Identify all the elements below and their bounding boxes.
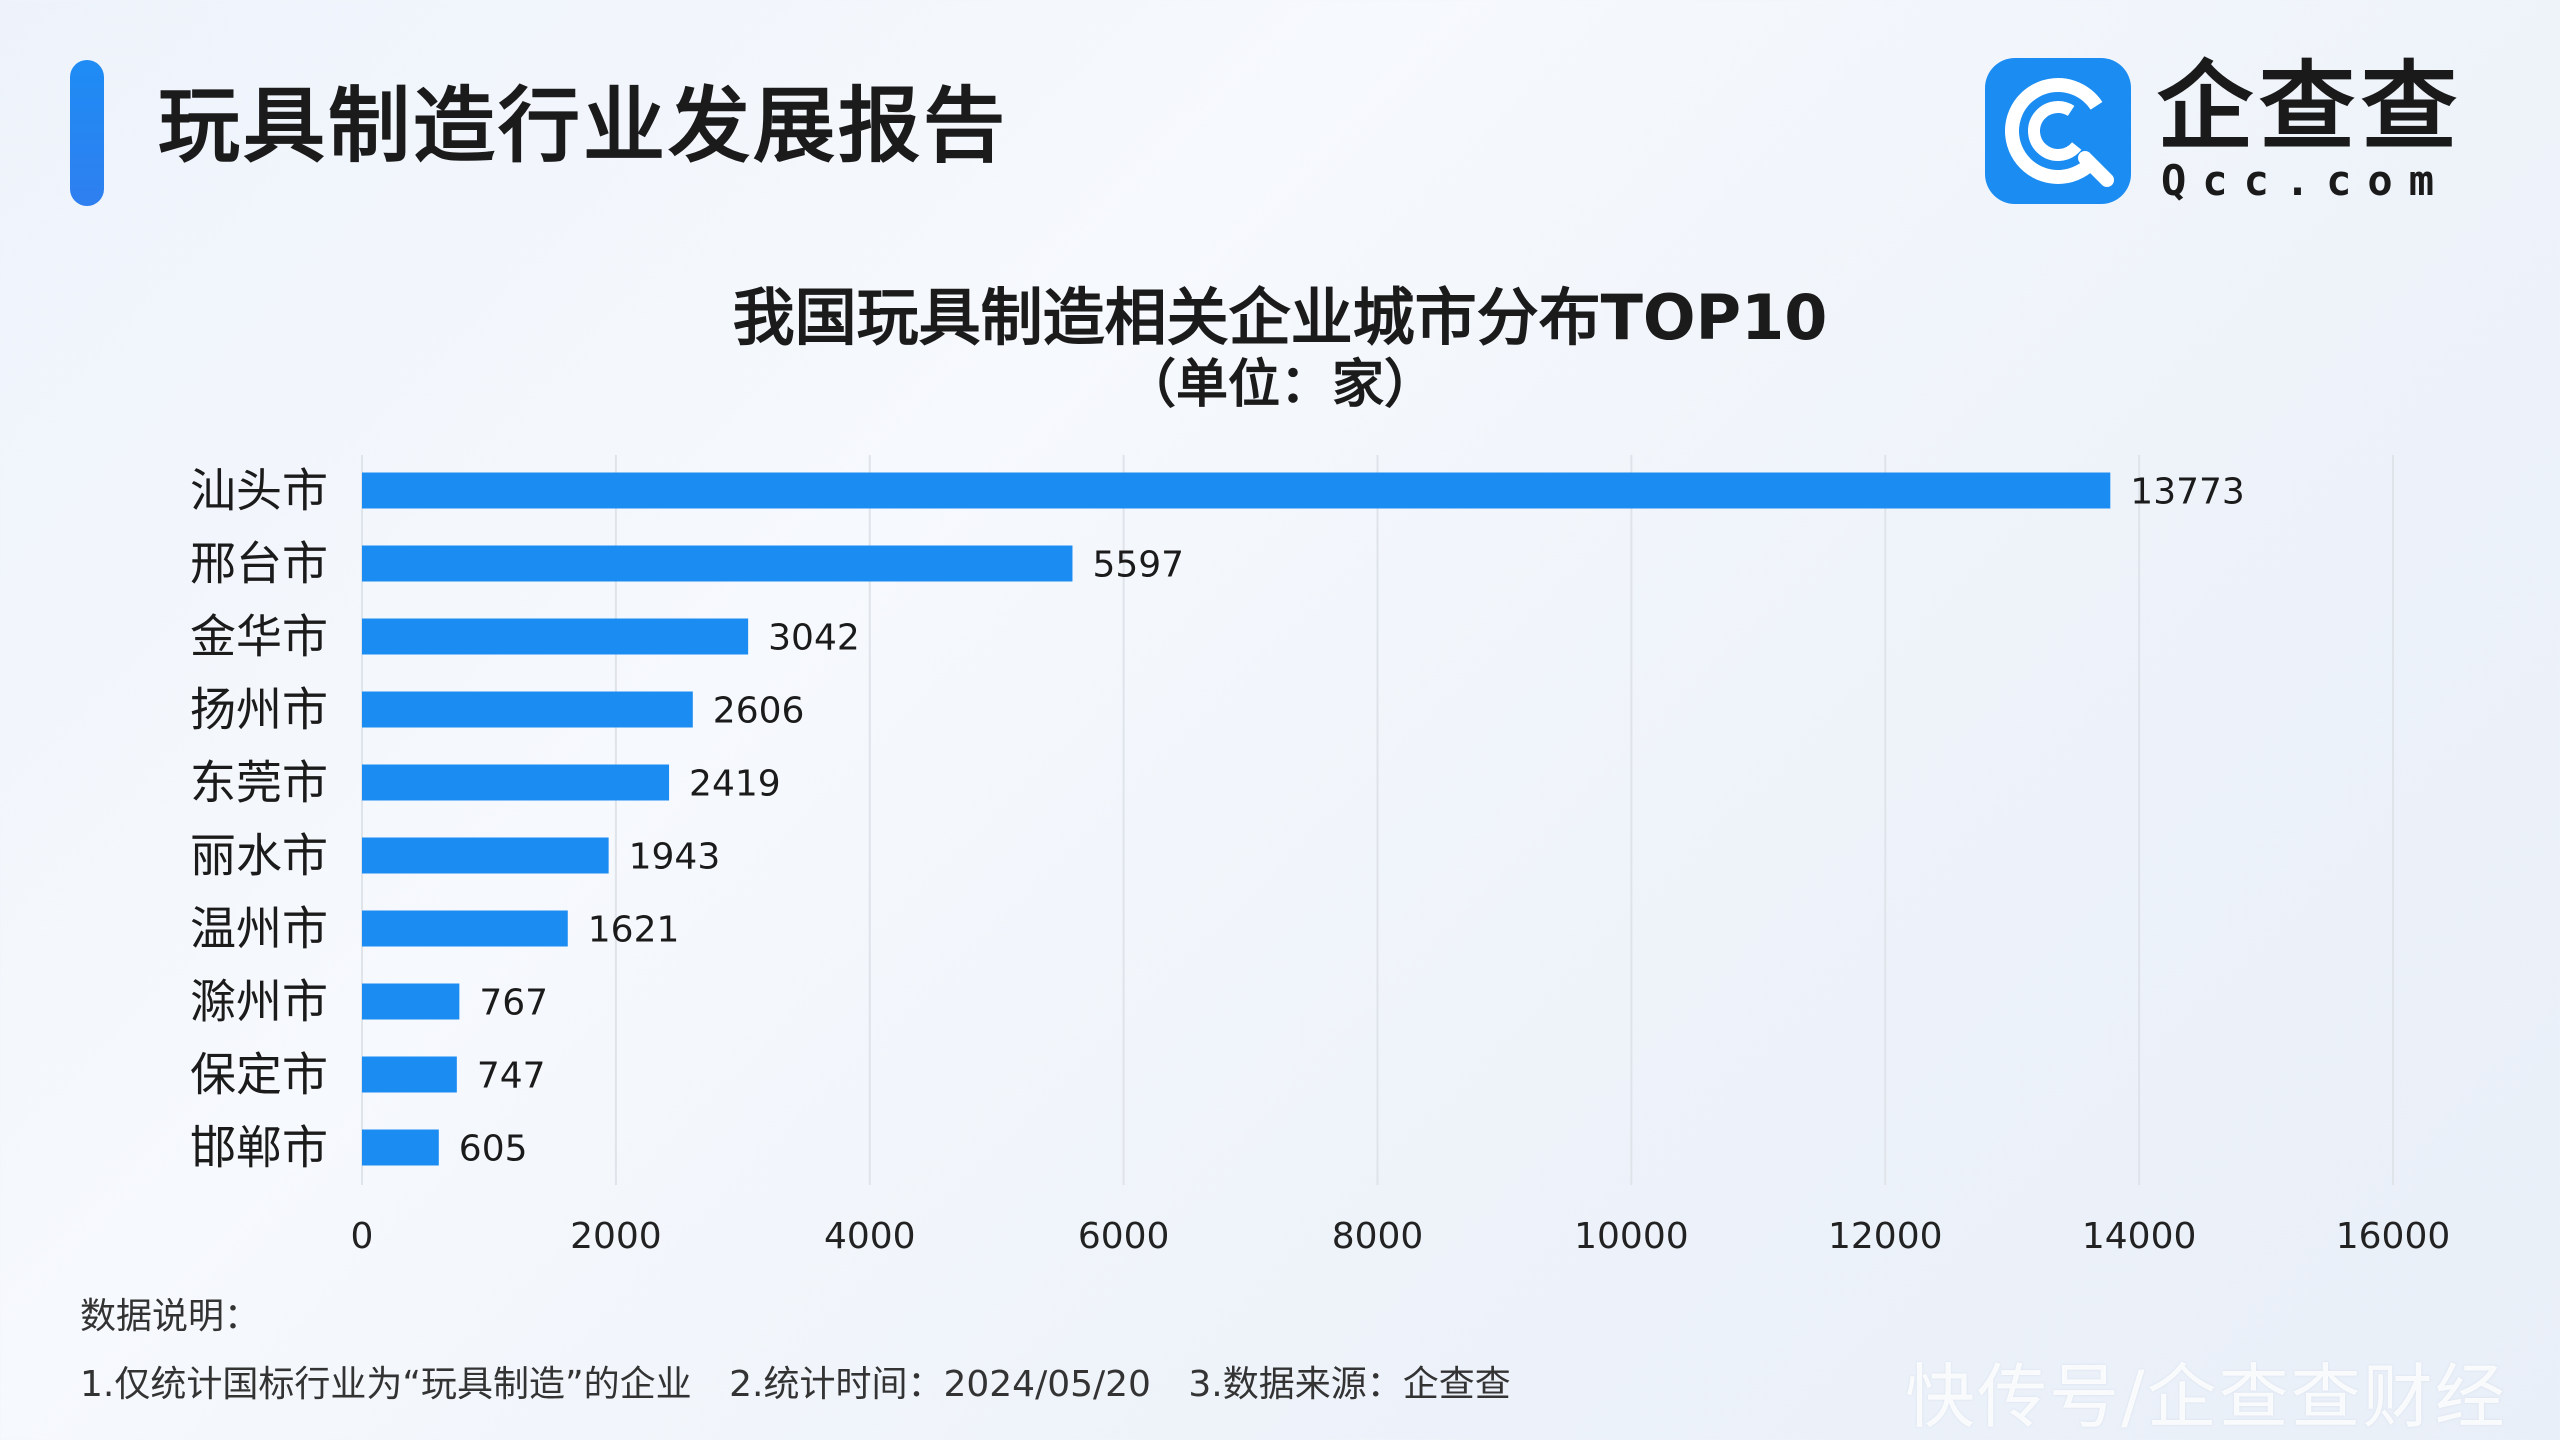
category-label: 扬州市 bbox=[190, 683, 328, 737]
category-label: 滁州市 bbox=[190, 975, 328, 1029]
x-tick-label: 6000 bbox=[1078, 1216, 1170, 1257]
watermark: 快传号/企查查财经 bbox=[1905, 1356, 2507, 1438]
category-label: 保定市 bbox=[190, 1048, 328, 1102]
x-tick-label: 16000 bbox=[2336, 1216, 2451, 1257]
bar bbox=[362, 910, 568, 947]
x-tick-label: 2000 bbox=[570, 1216, 662, 1257]
report-title: 玩具制造行业发展报告 bbox=[158, 79, 1009, 174]
data-label: 1621 bbox=[588, 910, 680, 951]
qcc-logo-icon bbox=[1985, 58, 2131, 204]
logo-name-en: Qcc.com bbox=[2161, 156, 2451, 205]
qcc-logo: 企查查 Qcc.com bbox=[1985, 52, 2465, 208]
notes-text: 1.仅统计国标行业为“玩具制造”的企业 2.统计时间：2024/05/20 3.… bbox=[80, 1360, 1537, 1410]
data-label: 747 bbox=[477, 1056, 546, 1097]
logo-name-cn: 企查查 bbox=[2157, 51, 2463, 163]
bar bbox=[362, 691, 693, 728]
x-tick-label: 14000 bbox=[2082, 1216, 2197, 1257]
bar bbox=[362, 618, 749, 655]
category-label: 邢台市 bbox=[190, 537, 328, 591]
category-label: 温州市 bbox=[190, 902, 328, 956]
x-tick-label: 8000 bbox=[1332, 1216, 1424, 1257]
category-label: 丽水市 bbox=[190, 829, 328, 883]
data-label: 13773 bbox=[2130, 472, 2245, 513]
category-label: 东莞市 bbox=[190, 756, 328, 810]
note-item: 2.统计时间：2024/05/20 bbox=[729, 1364, 1151, 1405]
note-item: 1.仅统计国标行业为“玩具制造”的企业 bbox=[80, 1364, 692, 1405]
data-label: 5597 bbox=[1092, 545, 1184, 586]
bar bbox=[362, 472, 2111, 509]
category-label: 金华市 bbox=[190, 610, 328, 664]
bar bbox=[362, 545, 1073, 582]
category-label: 邯郸市 bbox=[190, 1121, 328, 1175]
x-tick-label: 4000 bbox=[824, 1216, 916, 1257]
data-label: 1943 bbox=[629, 837, 721, 878]
x-tick-label: 0 bbox=[351, 1216, 374, 1257]
notes-title: 数据说明： bbox=[80, 1296, 261, 1337]
data-label: 767 bbox=[479, 983, 548, 1024]
bar bbox=[362, 983, 460, 1020]
chart-title: 我国玩具制造相关企业城市分布TOP10 bbox=[732, 281, 1828, 354]
category-label: 汕头市 bbox=[190, 464, 328, 518]
data-label: 2606 bbox=[713, 691, 805, 732]
note-item: 3.数据来源：企查查 bbox=[1188, 1364, 1511, 1405]
x-tick-label: 12000 bbox=[1828, 1216, 1943, 1257]
bar bbox=[362, 1129, 439, 1166]
data-label: 3042 bbox=[768, 618, 860, 659]
bar bbox=[362, 764, 670, 801]
header-accent-bar bbox=[70, 60, 104, 206]
chart-subtitle: （单位：家） bbox=[1123, 355, 1436, 415]
data-label: 2419 bbox=[689, 764, 781, 805]
data-label: 605 bbox=[459, 1129, 528, 1170]
x-tick-label: 10000 bbox=[1574, 1216, 1689, 1257]
bar bbox=[362, 837, 609, 874]
bar bbox=[362, 1056, 457, 1093]
